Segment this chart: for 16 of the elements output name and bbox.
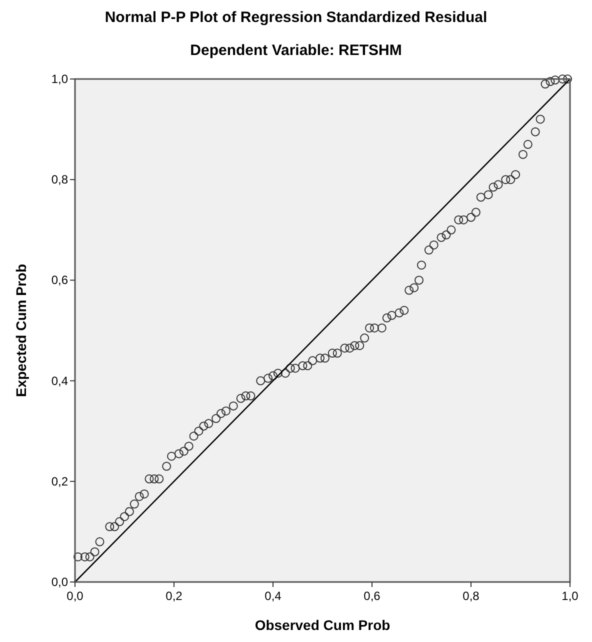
x-tick-label: 0,8: [462, 589, 480, 603]
chart-subtitle: Dependent Variable: RETSHM: [190, 42, 402, 59]
y-tick-label: 0,6: [51, 273, 68, 288]
y-tick-label: 0,8: [51, 172, 68, 187]
chart-title: Normal P-P Plot of Regression Standardized Residual: [104, 9, 488, 26]
y-axis-title: Expected Cum Prob: [13, 264, 29, 398]
x-tick-label: 0,6: [364, 589, 381, 603]
y-tick-label: 0,0: [51, 575, 68, 589]
x-axis-title: Observed Cum Prob: [254, 617, 390, 633]
y-tick-label: 1,0: [51, 72, 68, 86]
y-tick-label: 0,2: [51, 474, 68, 488]
x-tick-label: 0,0: [66, 589, 84, 603]
x-tick-label: 0,4: [264, 589, 282, 603]
x-tick-label: 1,0: [562, 589, 579, 603]
x-tick-label: 0,2: [166, 589, 183, 603]
y-tick-label: 0,4: [51, 374, 68, 388]
